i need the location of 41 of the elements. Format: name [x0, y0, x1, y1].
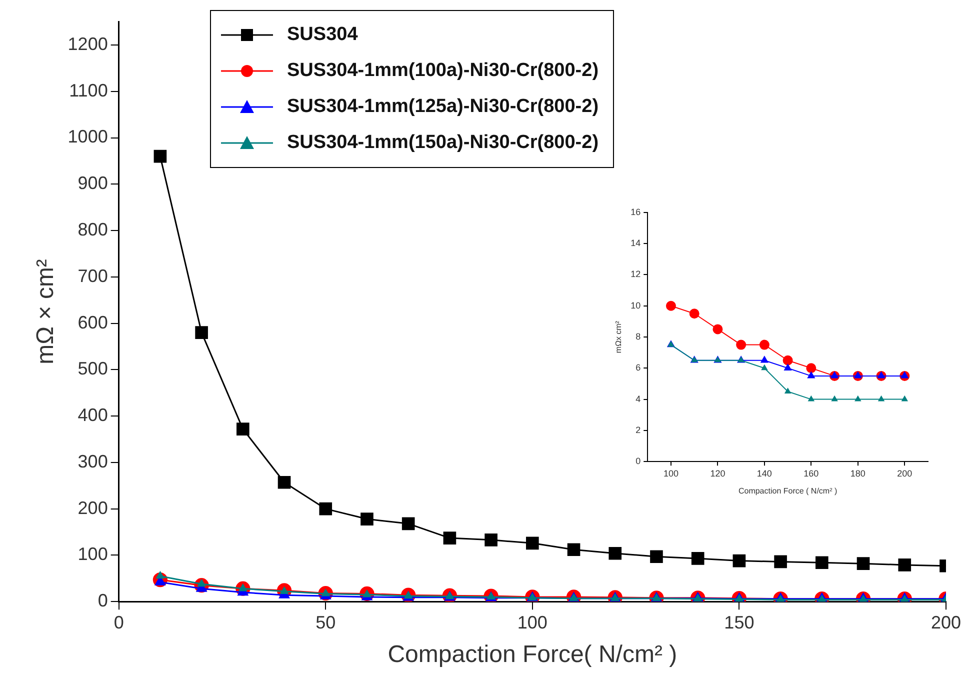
y-tick-label: 4 [636, 394, 641, 404]
x-tick-label: 200 [897, 468, 912, 478]
y-tick-label: 800 [78, 219, 108, 240]
y-axis-title: mΩ × cm² [32, 259, 60, 364]
y-tick-label: 600 [78, 312, 108, 332]
x-tick-label: 0 [114, 612, 124, 632]
y-tick-label: 2 [636, 424, 641, 435]
y-tick-label: 0 [98, 590, 108, 611]
x-axis-title: Compaction Force( N/cm² ) [388, 641, 678, 668]
y-tick-label: 16 [630, 206, 641, 217]
y-tick-label: 0 [636, 456, 641, 466]
y-tick-label: 300 [78, 451, 108, 472]
y-tick-label: 14 [630, 238, 641, 248]
x-tick-label: 150 [724, 612, 754, 632]
legend-label: SUS304-1mm(100a)-Ni30-Cr(800-2) [287, 60, 599, 82]
x-axis-title: Compaction Force ( N/cm² ) [738, 486, 838, 496]
y-tick-label: 1200 [68, 34, 108, 54]
y-tick-label: 1000 [68, 126, 108, 147]
x-tick-label: 100 [663, 468, 678, 478]
y-tick-label: 6 [636, 362, 641, 373]
y-tick-label: 500 [78, 358, 108, 379]
y-tick-label: 700 [78, 266, 108, 286]
x-tick-label: 50 [316, 612, 336, 632]
y-tick-label: 1100 [69, 80, 108, 100]
y-tick-label: 400 [78, 405, 108, 426]
y-tick-label: 100 [78, 544, 108, 564]
x-tick-label: 200 [930, 612, 962, 632]
y-tick-label: 12 [630, 269, 641, 280]
y-tick-label: 10 [630, 300, 641, 310]
y-tick-label: 8 [636, 331, 641, 342]
y-tick-label: 900 [78, 173, 108, 194]
x-tick-label: 180 [850, 468, 866, 478]
legend-label: SUS304-1mm(125a)-Ni30-Cr(800-2) [287, 96, 599, 118]
legend-label: SUS304 [287, 24, 358, 46]
x-tick-label: 120 [710, 468, 726, 478]
y-axis-title: mΩx cm² [614, 320, 624, 354]
legend-label: SUS304-1mm(150a)-Ni30-Cr(800-2) [287, 132, 599, 154]
y-tick-label: 200 [78, 498, 108, 518]
x-tick-label: 140 [756, 468, 772, 478]
x-tick-label: 100 [517, 612, 548, 632]
x-tick-label: 160 [804, 468, 819, 478]
